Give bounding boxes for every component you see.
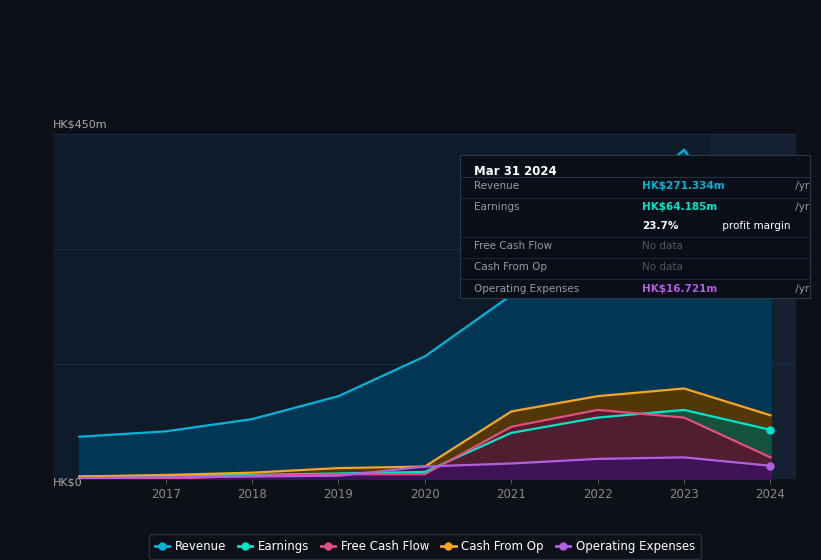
Text: /yr: /yr xyxy=(792,284,810,293)
Text: HK$64.185m: HK$64.185m xyxy=(642,202,718,212)
Text: /yr: /yr xyxy=(792,181,810,191)
Legend: Revenue, Earnings, Free Cash Flow, Cash From Op, Operating Expenses: Revenue, Earnings, Free Cash Flow, Cash … xyxy=(149,534,701,559)
Text: HK$271.334m: HK$271.334m xyxy=(642,181,725,191)
Text: Revenue: Revenue xyxy=(474,181,519,191)
Text: HK$16.721m: HK$16.721m xyxy=(642,284,718,293)
Text: HK$0: HK$0 xyxy=(53,477,83,487)
Text: Free Cash Flow: Free Cash Flow xyxy=(474,241,553,251)
Text: Earnings: Earnings xyxy=(474,202,520,212)
Text: Mar 31 2024: Mar 31 2024 xyxy=(474,165,557,178)
Text: No data: No data xyxy=(642,241,683,251)
Text: 23.7%: 23.7% xyxy=(642,221,678,231)
Text: /yr: /yr xyxy=(792,202,810,212)
Text: Operating Expenses: Operating Expenses xyxy=(474,284,580,293)
Text: Cash From Op: Cash From Op xyxy=(474,262,547,272)
Text: profit margin: profit margin xyxy=(719,221,791,231)
Bar xyxy=(710,134,796,479)
Text: No data: No data xyxy=(642,262,683,272)
Text: HK$450m: HK$450m xyxy=(53,120,108,130)
